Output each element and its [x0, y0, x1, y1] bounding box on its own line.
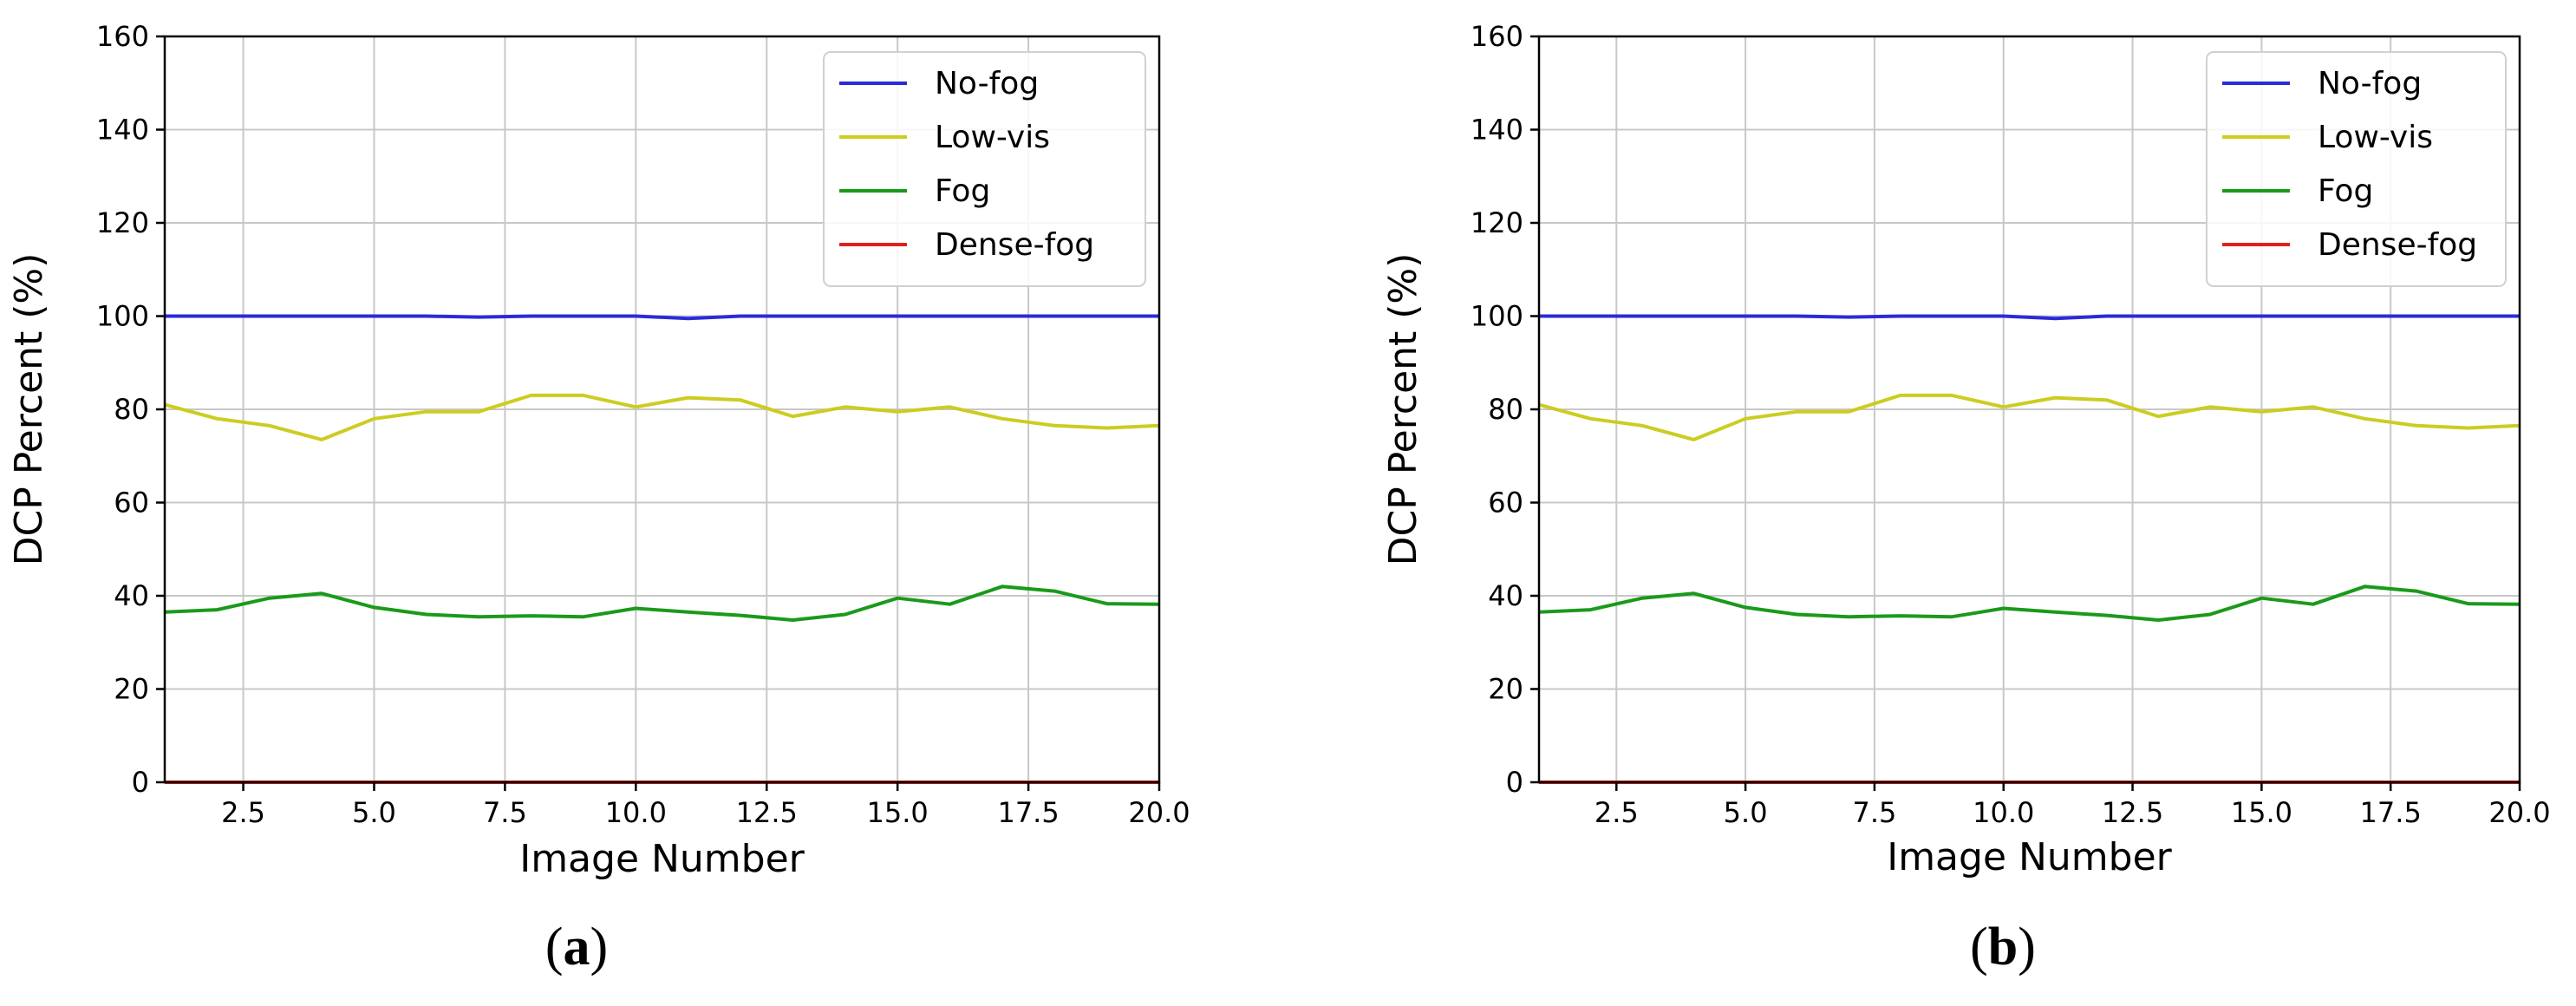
x-tick-label: 7.5	[1852, 796, 1896, 829]
panel-a-caption-close: )	[590, 918, 609, 977]
panel-a: 2.5 5.0 7.5 10.0 12.5 15.0 17.5 20.0 0 20 40 60 80 10…	[7, 20, 1190, 881]
series-line-fog	[164, 585, 1160, 622]
y-tick-label: 80	[114, 393, 149, 426]
x-tick-label: 12.5	[2102, 796, 2163, 829]
y-tick-label: 100	[96, 300, 149, 333]
y-tick-label: 40	[1488, 579, 1523, 612]
series-line-low-vis	[164, 393, 1160, 441]
panel-a-caption: (a)	[545, 918, 608, 977]
x-axis-label: Image Number	[1887, 835, 2172, 879]
panel-b-caption-open: (	[1970, 918, 1988, 977]
panel-b-caption-close: )	[2018, 918, 2036, 977]
x-tick-label: 17.5	[2360, 796, 2422, 829]
legend-label-fog: Fog	[935, 173, 990, 209]
series-line-no-fog	[165, 314, 1159, 321]
x-tick-label: 20.0	[2488, 796, 2550, 829]
x-tick-label: 10.0	[1973, 796, 2034, 829]
panel-b-caption: (b)	[1970, 918, 2036, 977]
x-tick-label: 20.0	[1128, 796, 1190, 829]
x-axis-label: Image Number	[519, 837, 805, 881]
legend-box	[823, 51, 1146, 287]
legend-label-fog: Fog	[2318, 173, 2373, 209]
y-tick-label: 100	[1471, 300, 1523, 333]
x-tick-label: 17.5	[997, 796, 1059, 829]
y-tick-label: 40	[114, 579, 149, 612]
x-tick-label: 2.5	[1595, 796, 1639, 829]
x-tick-label: 5.0	[352, 796, 396, 829]
y-axis-label: DCP Percent (%)	[1381, 253, 1425, 566]
panel-a-caption-open: (	[545, 918, 564, 977]
legend-label-no-fog: No-fog	[2318, 66, 2422, 101]
x-tick-label: 10.0	[605, 796, 667, 829]
y-tick-label: 0	[1506, 766, 1523, 799]
panel-b-caption-letter: b	[1988, 918, 2018, 977]
legend-box	[2206, 51, 2507, 287]
x-tick-label: 15.0	[2231, 796, 2292, 829]
x-tick-label: 2.5	[221, 796, 265, 829]
legend: No-fog Low-vis Fog Dense-fog	[2206, 51, 2507, 287]
y-tick-label: 60	[114, 487, 149, 519]
y-tick-label: 120	[1471, 206, 1523, 239]
legend-label-no-fog: No-fog	[935, 66, 1039, 101]
y-axis-label: DCP Percent (%)	[7, 253, 51, 566]
panel-a-caption-letter: a	[564, 918, 590, 977]
legend: No-fog Low-vis Fog Dense-fog	[823, 51, 1146, 287]
series-line-low-vis	[1538, 393, 2521, 441]
x-tick-label: 15.0	[867, 796, 929, 829]
x-tick-label: 5.0	[1724, 796, 1768, 829]
legend-label-low-vis: Low-vis	[935, 120, 1050, 155]
y-tick-label: 20	[1488, 673, 1523, 706]
x-tick-label: 7.5	[483, 796, 527, 829]
y-tick-label: 140	[1471, 114, 1523, 147]
y-tick-label: 160	[1471, 20, 1523, 53]
legend-label-low-vis: Low-vis	[2318, 120, 2433, 155]
series-line-no-fog	[1539, 314, 2520, 321]
y-tick-label: 80	[1488, 393, 1523, 426]
series-line-fog	[1538, 585, 2521, 622]
y-tick-label: 160	[96, 20, 149, 53]
x-tick-label: 12.5	[736, 796, 798, 829]
panel-b: 2.5 5.0 7.5 10.0 12.5 15.0 17.5 20.0 0 20 40 60 80 10…	[1381, 20, 2551, 879]
y-tick-label: 0	[132, 766, 149, 799]
y-tick-label: 20	[114, 673, 149, 706]
y-tick-label: 140	[96, 114, 149, 147]
legend-label-dense-fog: Dense-fog	[2318, 227, 2477, 263]
y-tick-label: 120	[96, 206, 149, 239]
legend-label-dense-fog: Dense-fog	[935, 227, 1094, 263]
y-tick-label: 60	[1488, 487, 1523, 519]
